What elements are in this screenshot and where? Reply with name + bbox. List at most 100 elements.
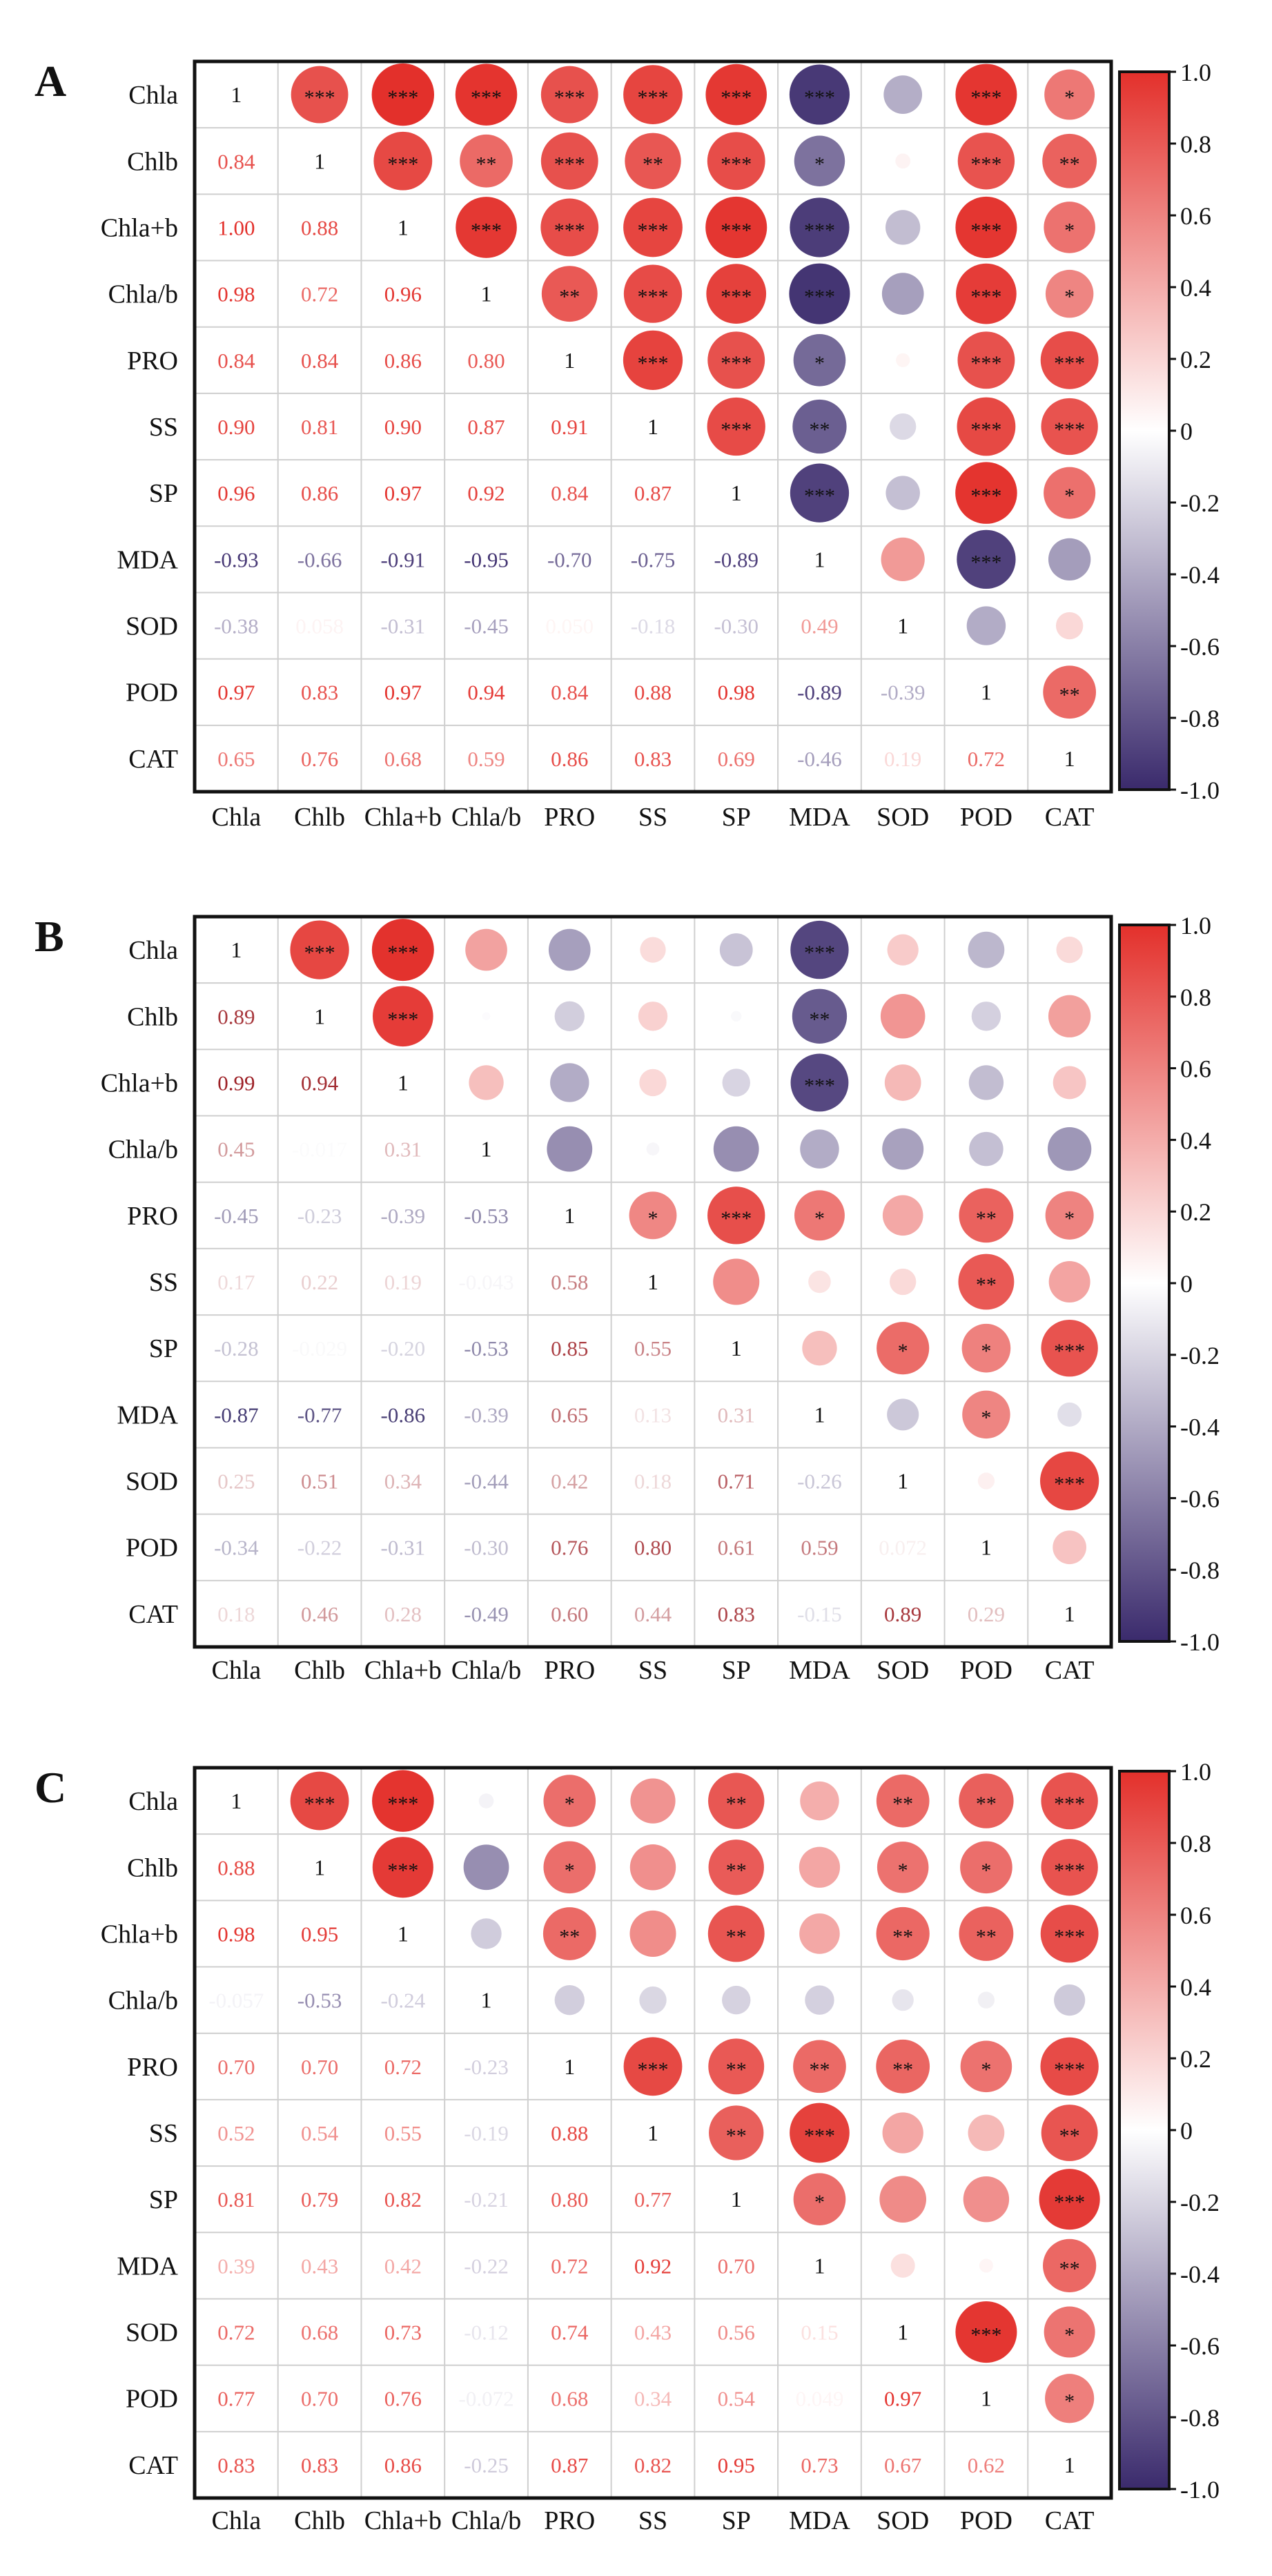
- significance-stars: ***: [387, 1859, 418, 1882]
- correlation-value: 0.15: [801, 2321, 838, 2345]
- column-label: Chla+b: [364, 803, 442, 832]
- correlation-value: 0.68: [301, 2321, 338, 2345]
- correlation-circle: [554, 1001, 585, 1031]
- correlation-value: 0.61: [718, 1536, 755, 1560]
- colorbar-tick-label: -0.8: [1180, 705, 1220, 732]
- correlation-circle: [705, 196, 767, 258]
- diagonal-label: 1: [564, 348, 575, 373]
- significance-stars: *: [1064, 2324, 1075, 2347]
- correlation-circle: [548, 928, 591, 971]
- correlation-circle: [1041, 1772, 1098, 1830]
- significance-stars: *: [814, 1207, 825, 1230]
- significance-stars: ***: [304, 1793, 335, 1815]
- correlation-value: 0.74: [551, 2321, 589, 2345]
- row-label: CAT: [128, 2451, 178, 2480]
- colorbar-tick-label: 0.4: [1180, 1126, 1211, 1154]
- correlation-circle: [790, 463, 850, 523]
- correlation-circle: [1039, 2169, 1100, 2230]
- correlation-circle: [629, 1844, 676, 1891]
- correlation-value: -0.057: [208, 1989, 264, 2013]
- column-label: Chlb: [294, 1656, 345, 1685]
- correlation-value: 0.98: [217, 1922, 255, 1946]
- correlation-circle: [887, 934, 919, 966]
- correlation-value: -0.39: [464, 1403, 509, 1427]
- correlation-value: 0.13: [634, 1403, 672, 1427]
- diagonal-label: 1: [564, 2054, 575, 2079]
- significance-stars: ***: [638, 219, 669, 242]
- colorbar-tick-label: 0.8: [1180, 1830, 1211, 1857]
- correlation-value: 0.59: [467, 747, 505, 771]
- correlation-circle: [882, 1195, 923, 1236]
- correlation-value: 0.90: [384, 415, 422, 439]
- colorbar-tick-label: 0: [1180, 1270, 1193, 1298]
- correlation-value: 0.34: [634, 2387, 672, 2411]
- correlation-value: -0.23: [464, 2055, 509, 2079]
- row-label: Chla/b: [108, 280, 178, 309]
- correlation-value: 0.84: [217, 349, 255, 373]
- correlation-value: 0.95: [718, 2453, 755, 2477]
- row-label: SS: [149, 1268, 178, 1297]
- correlation-value: -0.21: [464, 2187, 509, 2212]
- correlation-circle: [790, 2102, 850, 2163]
- significance-stars: ***: [638, 86, 669, 109]
- correlation-value: 0.55: [384, 2121, 422, 2145]
- correlation-circle: [880, 993, 926, 1039]
- correlation-value: 0.87: [551, 2453, 588, 2477]
- correlation-value: 0.54: [301, 2121, 339, 2145]
- significance-stars: *: [565, 1793, 575, 1815]
- row-label: Chla+b: [101, 1920, 178, 1949]
- colorbar-tick-label: 1.0: [1180, 59, 1211, 86]
- significance-stars: *: [1064, 2390, 1075, 2413]
- correlation-circle: [623, 65, 683, 124]
- correlation-value: 0.70: [718, 2254, 755, 2278]
- correlation-value: 0.90: [217, 415, 255, 439]
- correlation-value: -0.30: [464, 1536, 509, 1560]
- correlation-value: -0.46: [797, 747, 842, 771]
- correlation-circle: [962, 1390, 1010, 1439]
- correlation-circle: [1045, 1191, 1094, 1240]
- diagonal-label: 1: [314, 1855, 325, 1880]
- correlation-circle: [731, 1011, 742, 1022]
- correlation-value: -0.12: [464, 2321, 509, 2345]
- significance-stars: **: [976, 1274, 997, 1296]
- correlation-value: 0.43: [634, 2321, 672, 2345]
- correlation-circle: [722, 1069, 750, 1097]
- correlation-value: -0.31: [381, 614, 426, 638]
- correlation-circle: [789, 64, 850, 125]
- colorbar-tick-label: 0.4: [1180, 274, 1211, 302]
- correlation-circle: [1043, 665, 1096, 719]
- correlation-circle: [630, 1778, 676, 1824]
- significance-stars: ***: [1054, 1340, 1085, 1363]
- correlation-value: 0.83: [301, 681, 338, 705]
- row-label: POD: [126, 1534, 178, 1563]
- correlation-value: -0.38: [214, 614, 259, 638]
- significance-stars: ***: [804, 1074, 835, 1097]
- correlation-circle: [1040, 1904, 1099, 1963]
- significance-stars: ***: [721, 286, 752, 309]
- correlation-value: -0.49: [464, 1602, 509, 1626]
- correlation-circle: [1044, 467, 1096, 519]
- colorbar-tick-label: 0.2: [1180, 2045, 1211, 2073]
- significance-stars: ***: [804, 941, 835, 964]
- diagonal-label: 1: [731, 2187, 742, 2212]
- correlation-value: 0.22: [301, 1270, 338, 1294]
- correlation-value: 0.79: [301, 2187, 338, 2212]
- correlation-value: -0.91: [381, 547, 426, 572]
- column-label: Chlb: [294, 2506, 345, 2535]
- correlation-value: 0.58: [551, 1270, 588, 1294]
- significance-stars: **: [559, 1925, 580, 1948]
- correlation-circle: [541, 266, 598, 322]
- colorbar-tick-label: 0.8: [1180, 984, 1211, 1011]
- correlation-circle: [790, 920, 849, 979]
- significance-stars: *: [814, 153, 825, 175]
- correlation-value: 0.88: [217, 1855, 255, 1880]
- correlation-value: 0.92: [467, 481, 505, 505]
- diagonal-label: 1: [897, 614, 908, 638]
- significance-stars: ***: [554, 86, 585, 109]
- correlation-value: 0.73: [384, 2321, 422, 2345]
- row-label: Chlb: [127, 147, 178, 176]
- correlation-circle: [646, 1142, 660, 1156]
- correlation-circle: [707, 1905, 765, 1962]
- significance-stars: *: [981, 1340, 991, 1363]
- colorbar-tick-label: 0.6: [1180, 1055, 1211, 1083]
